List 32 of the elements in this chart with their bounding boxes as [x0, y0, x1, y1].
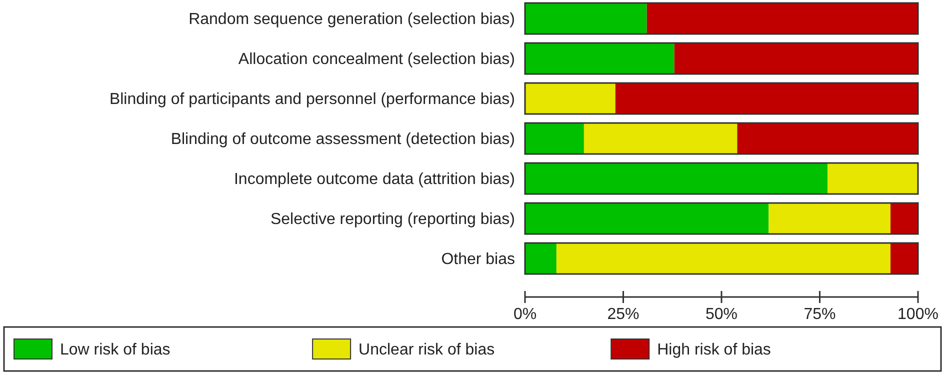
bar [674, 43, 918, 74]
bar [556, 243, 890, 274]
bar [737, 123, 918, 154]
x-tick-label: 25% [607, 306, 640, 323]
bar [890, 203, 918, 234]
bar [525, 123, 584, 154]
bar [525, 3, 647, 34]
bar [525, 83, 616, 114]
bar [525, 43, 674, 74]
legend-label: High risk of bias [657, 342, 771, 359]
y-tick-label: Other bias [441, 251, 515, 268]
x-tick-label: 75% [804, 306, 836, 323]
bar [525, 163, 828, 194]
bar [828, 163, 918, 194]
bar [615, 83, 918, 114]
y-tick-label: Blinding of outcome assessment (detection bias) [170, 131, 515, 148]
x-tick-label: 50% [705, 306, 738, 323]
y-tick-label: Random sequence generation (selection bias) [188, 11, 515, 28]
bar [525, 203, 769, 234]
legend-label: Unclear risk of bias [358, 342, 495, 359]
bar [584, 123, 738, 154]
y-tick-label: Incomplete outcome data (attrition bias) [234, 171, 515, 188]
x-tick-label: 0% [513, 306, 537, 323]
bar [890, 243, 918, 274]
bar [525, 243, 556, 274]
bar [768, 203, 890, 234]
x-tick-label: 100% [898, 306, 938, 323]
y-tick-label: Allocation concealment (selection bias) [238, 51, 515, 68]
bar [646, 3, 918, 34]
y-tick-label: Blinding of participants and personnel (performance bias) [109, 91, 515, 108]
legend-label: Low risk of bias [60, 342, 170, 359]
y-tick-label: Selective reporting (reporting bias) [270, 211, 515, 228]
